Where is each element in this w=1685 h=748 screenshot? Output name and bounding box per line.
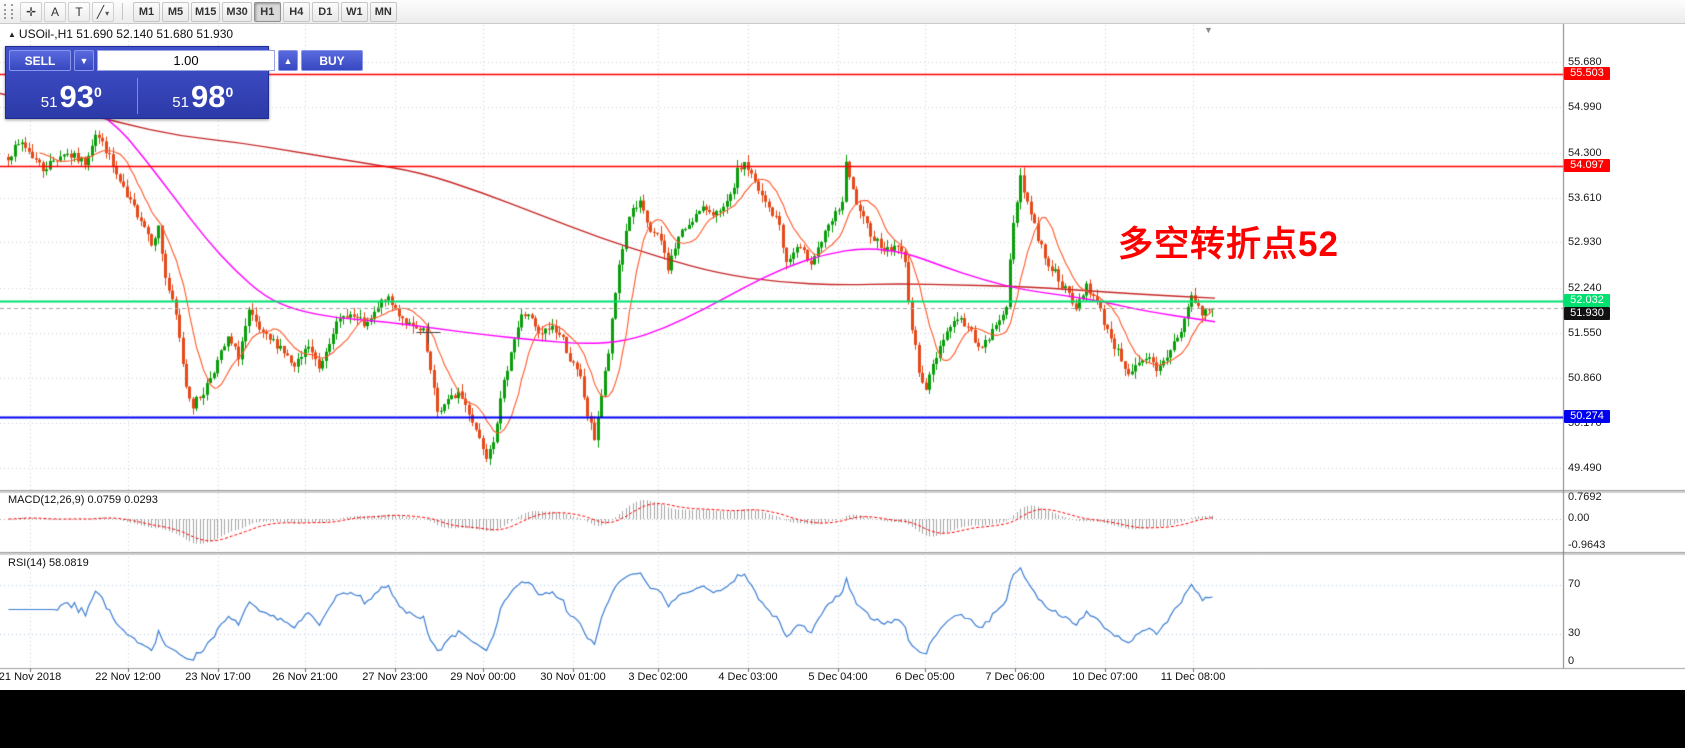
time-axis-label: 7 Dec 06:00 bbox=[985, 671, 1045, 683]
rsi-indicator-label: RSI(14) 58.0819 bbox=[8, 557, 89, 569]
time-axis-label: 10 Dec 07:00 bbox=[1072, 671, 1138, 683]
tool-buttons: ✛ A T ╱▾ bbox=[20, 1, 114, 22]
time-axis-label: 5 Dec 04:00 bbox=[808, 671, 868, 683]
time-axis-label: 26 Nov 21:00 bbox=[272, 671, 338, 683]
timeframe-d1-button[interactable]: D1 bbox=[311, 1, 339, 22]
shapes-icon: ╱ bbox=[96, 4, 105, 19]
timeframe-buttons: M1 M5 M15 M30 H1 H4 D1 W1 MN bbox=[131, 1, 397, 22]
toolbar-grip[interactable] bbox=[4, 4, 13, 19]
shapes-tool-button[interactable]: ╱▾ bbox=[92, 1, 114, 22]
timeframe-m30-button[interactable]: M30 bbox=[222, 1, 252, 22]
time-axis-label: 3 Dec 02:00 bbox=[628, 671, 688, 683]
ohlc-header-text: USOil-,H1 51.690 52.140 51.680 51.930 bbox=[18, 27, 234, 41]
label-icon: T bbox=[75, 4, 83, 19]
buy-price-sup: 0 bbox=[225, 83, 234, 100]
crosshair-tool-button[interactable]: ✛ bbox=[20, 1, 42, 22]
macd-axis-max: 0.7692 bbox=[1568, 491, 1602, 503]
chart-shift-marker-icon[interactable]: ▼ bbox=[1204, 25, 1213, 35]
sell-button[interactable]: SELL bbox=[9, 50, 71, 71]
time-axis-label: 4 Dec 03:00 bbox=[718, 671, 778, 683]
buy-price-big: 98 bbox=[190, 78, 226, 114]
time-axis-label: 30 Nov 01:00 bbox=[540, 671, 606, 683]
text-icon: A bbox=[50, 4, 59, 19]
sell-price-big: 93 bbox=[59, 78, 94, 114]
rsi-axis-70: 70 bbox=[1568, 578, 1581, 590]
toolbar-separator bbox=[122, 3, 123, 20]
macd-indicator-label: MACD(12,26,9) 0.0759 0.0293 bbox=[8, 494, 158, 506]
volume-increase-button[interactable]: ▲ bbox=[278, 50, 298, 71]
timeframe-m1-button[interactable]: M1 bbox=[133, 1, 160, 22]
trade-panel-divider bbox=[136, 78, 138, 114]
time-axis-label: 6 Dec 05:00 bbox=[895, 671, 955, 683]
timeframe-m15-button[interactable]: M15 bbox=[191, 1, 221, 22]
timeframe-m5-button[interactable]: M5 bbox=[162, 1, 189, 22]
toolbar: ✛ A T ╱▾ M1 M5 M15 M30 H1 H4 D1 W1 MN bbox=[0, 0, 1685, 24]
buy-price-prefix: 51 bbox=[172, 93, 189, 111]
crosshair-icon: ✛ bbox=[25, 4, 37, 19]
chevron-up-icon: ▲ bbox=[283, 55, 293, 66]
sell-price-prefix: 51 bbox=[40, 93, 58, 111]
time-axis-label: 21 Nov 2018 bbox=[0, 671, 62, 683]
time-axis-label: 11 Dec 08:00 bbox=[1160, 671, 1226, 683]
one-click-trading-panel: SELL ▼ ▲ BUY 51930 51980 bbox=[5, 46, 363, 119]
macd-axis-zero: 0.00 bbox=[1568, 512, 1590, 524]
timeframe-h4-button[interactable]: H4 bbox=[282, 1, 310, 22]
timeframe-h1-button[interactable]: H1 bbox=[253, 1, 281, 22]
time-axis-label: 27 Nov 23:00 bbox=[362, 671, 428, 683]
bottom-black-bar bbox=[0, 690, 1685, 748]
chart-canvas[interactable] bbox=[0, 0, 1685, 690]
sell-price-sup: 0 bbox=[93, 83, 102, 100]
buy-price-display[interactable]: 51980 bbox=[138, 81, 269, 112]
chevron-down-icon: ▾ bbox=[105, 8, 110, 18]
time-axis-label: 29 Nov 00:00 bbox=[450, 671, 516, 683]
time-axis[interactable]: 21 Nov 2018 22 Nov 12:00 23 Nov 17:00 26 No… bbox=[0, 671, 1685, 689]
rsi-axis-0: 0 bbox=[1568, 655, 1575, 667]
sell-price-display[interactable]: 51930 bbox=[6, 81, 137, 112]
buy-button[interactable]: BUY bbox=[301, 50, 363, 71]
timeframe-w1-button[interactable]: W1 bbox=[340, 1, 368, 22]
chart-annotation-text: 多空转折点52 bbox=[1118, 225, 1339, 264]
macd-axis-min: -0.9643 bbox=[1568, 539, 1606, 551]
text-tool-button[interactable]: A bbox=[44, 1, 66, 22]
time-axis-label: 23 Nov 17:00 bbox=[185, 671, 251, 683]
label-tool-button[interactable]: T bbox=[68, 1, 90, 22]
volume-decrease-button[interactable]: ▼ bbox=[74, 50, 94, 71]
time-axis-label: 22 Nov 12:00 bbox=[95, 671, 161, 683]
ohlc-header: ▲ USOil-,H1 51.690 52.140 51.680 51.930 bbox=[8, 27, 233, 41]
collapse-panel-icon[interactable]: ▲ bbox=[8, 30, 16, 39]
timeframe-mn-button[interactable]: MN bbox=[369, 1, 397, 22]
chevron-down-icon: ▼ bbox=[79, 55, 89, 66]
rsi-axis-30: 30 bbox=[1568, 627, 1581, 639]
volume-input[interactable] bbox=[97, 50, 275, 71]
